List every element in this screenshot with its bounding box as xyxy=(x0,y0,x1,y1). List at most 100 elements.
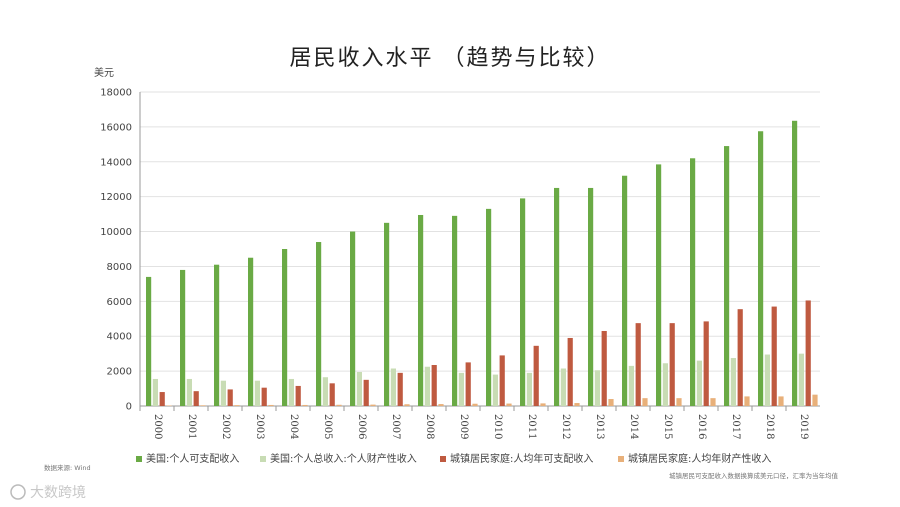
bar xyxy=(758,131,764,406)
bar xyxy=(214,264,220,406)
bar xyxy=(730,358,736,406)
bar xyxy=(499,355,505,406)
x-tick-label: 2001 xyxy=(186,414,197,439)
x-tick-label: 2015 xyxy=(662,414,673,439)
bar xyxy=(282,249,288,406)
y-tick-label: 6000 xyxy=(107,297,132,308)
bars xyxy=(146,120,818,407)
bar xyxy=(656,164,662,406)
x-tick-label: 2005 xyxy=(322,414,333,439)
bar xyxy=(248,257,254,406)
y-tick-label: 12000 xyxy=(100,192,132,203)
bar xyxy=(622,175,628,406)
bar xyxy=(771,306,777,406)
x-tick-labels: 2000 2001 2002 2003 2004 2005 2006 2007 2008 2009… xyxy=(152,414,809,439)
data-source: 数据来源: Wind xyxy=(44,463,91,472)
bar xyxy=(465,362,471,406)
bar xyxy=(724,146,730,407)
bar xyxy=(261,387,267,406)
bar xyxy=(703,321,709,406)
legend-swatch xyxy=(618,456,624,462)
y-tick-label: 18000 xyxy=(100,88,132,99)
bar xyxy=(574,403,580,406)
x-tick-label: 2012 xyxy=(560,414,571,439)
bar xyxy=(690,158,696,406)
watermark: 大数跨境 xyxy=(10,484,86,501)
y-tick-label: 8000 xyxy=(107,262,132,273)
bar xyxy=(812,394,818,406)
bar xyxy=(533,345,539,406)
bar xyxy=(159,392,165,406)
bar xyxy=(390,368,396,406)
bar xyxy=(268,404,274,406)
x-tick-label: 2014 xyxy=(628,414,639,439)
bar xyxy=(166,405,172,406)
gridlines xyxy=(139,91,820,411)
bar xyxy=(486,208,492,406)
bar xyxy=(322,377,328,406)
bar xyxy=(635,323,641,406)
x-tick-label: 2003 xyxy=(254,414,265,439)
x-tick-label: 2016 xyxy=(696,414,707,439)
bar xyxy=(431,365,437,406)
y-tick-label: 0 xyxy=(126,402,132,413)
x-tick-label: 2006 xyxy=(356,414,367,439)
bar xyxy=(350,231,356,406)
bar xyxy=(744,396,750,406)
bar xyxy=(764,354,770,406)
x-tick-label: 2008 xyxy=(424,414,435,439)
bar xyxy=(737,309,743,406)
bar xyxy=(567,337,573,406)
bar xyxy=(356,371,362,406)
y-tick-labels: 0 2000 4000 6000 8000 10000 12000 14000 16000 180… xyxy=(100,88,132,413)
bar xyxy=(540,403,546,406)
bar xyxy=(180,269,186,406)
legend-label: 美国:个人可支配收入 xyxy=(146,452,239,465)
bar xyxy=(146,276,152,406)
bar xyxy=(560,368,566,406)
bar xyxy=(642,398,648,406)
bar xyxy=(792,120,798,407)
footnote: 城镇居民可支配收入数据换算成美元口径，汇率为当年均值 xyxy=(669,471,839,480)
chart-title: 居民收入水平 （趋势与比较） xyxy=(289,46,611,71)
bar xyxy=(200,405,206,406)
x-tick-label: 2004 xyxy=(288,414,299,439)
bar xyxy=(628,365,634,406)
bar xyxy=(588,187,594,406)
bar xyxy=(594,370,600,406)
x-tick-label: 2007 xyxy=(390,414,401,439)
legend-label: 城镇居民家庭:人均年可支配收入 xyxy=(450,452,593,465)
bar xyxy=(669,323,675,406)
bar xyxy=(193,391,199,406)
y-axis-label: 美元 xyxy=(94,66,114,79)
legend-swatch xyxy=(440,456,446,462)
bar xyxy=(662,363,668,406)
bar xyxy=(710,398,716,406)
bar xyxy=(336,404,342,406)
x-tick-label: 2009 xyxy=(458,414,469,439)
bar xyxy=(288,378,294,406)
x-tick-label: 2002 xyxy=(220,414,231,439)
x-tick-label: 2011 xyxy=(526,414,537,439)
bar xyxy=(458,372,464,406)
y-tick-label: 10000 xyxy=(100,227,132,238)
watermark-logo-icon xyxy=(10,484,26,500)
legend-swatch xyxy=(260,456,266,462)
bar xyxy=(220,380,226,406)
bar xyxy=(234,405,240,406)
bar xyxy=(520,198,526,406)
bar xyxy=(601,330,607,406)
legend-swatch xyxy=(136,456,142,462)
x-tick-label: 2010 xyxy=(492,414,503,439)
bar xyxy=(254,380,260,406)
bar xyxy=(438,404,444,406)
bar xyxy=(492,374,498,406)
bar xyxy=(370,404,376,406)
bar xyxy=(554,187,560,406)
bar xyxy=(472,403,478,406)
bar xyxy=(696,360,702,406)
x-tick-label: 2019 xyxy=(798,414,809,439)
legend-label: 美国:个人总收入:个人财产性收入 xyxy=(270,452,417,465)
bar xyxy=(798,353,804,406)
